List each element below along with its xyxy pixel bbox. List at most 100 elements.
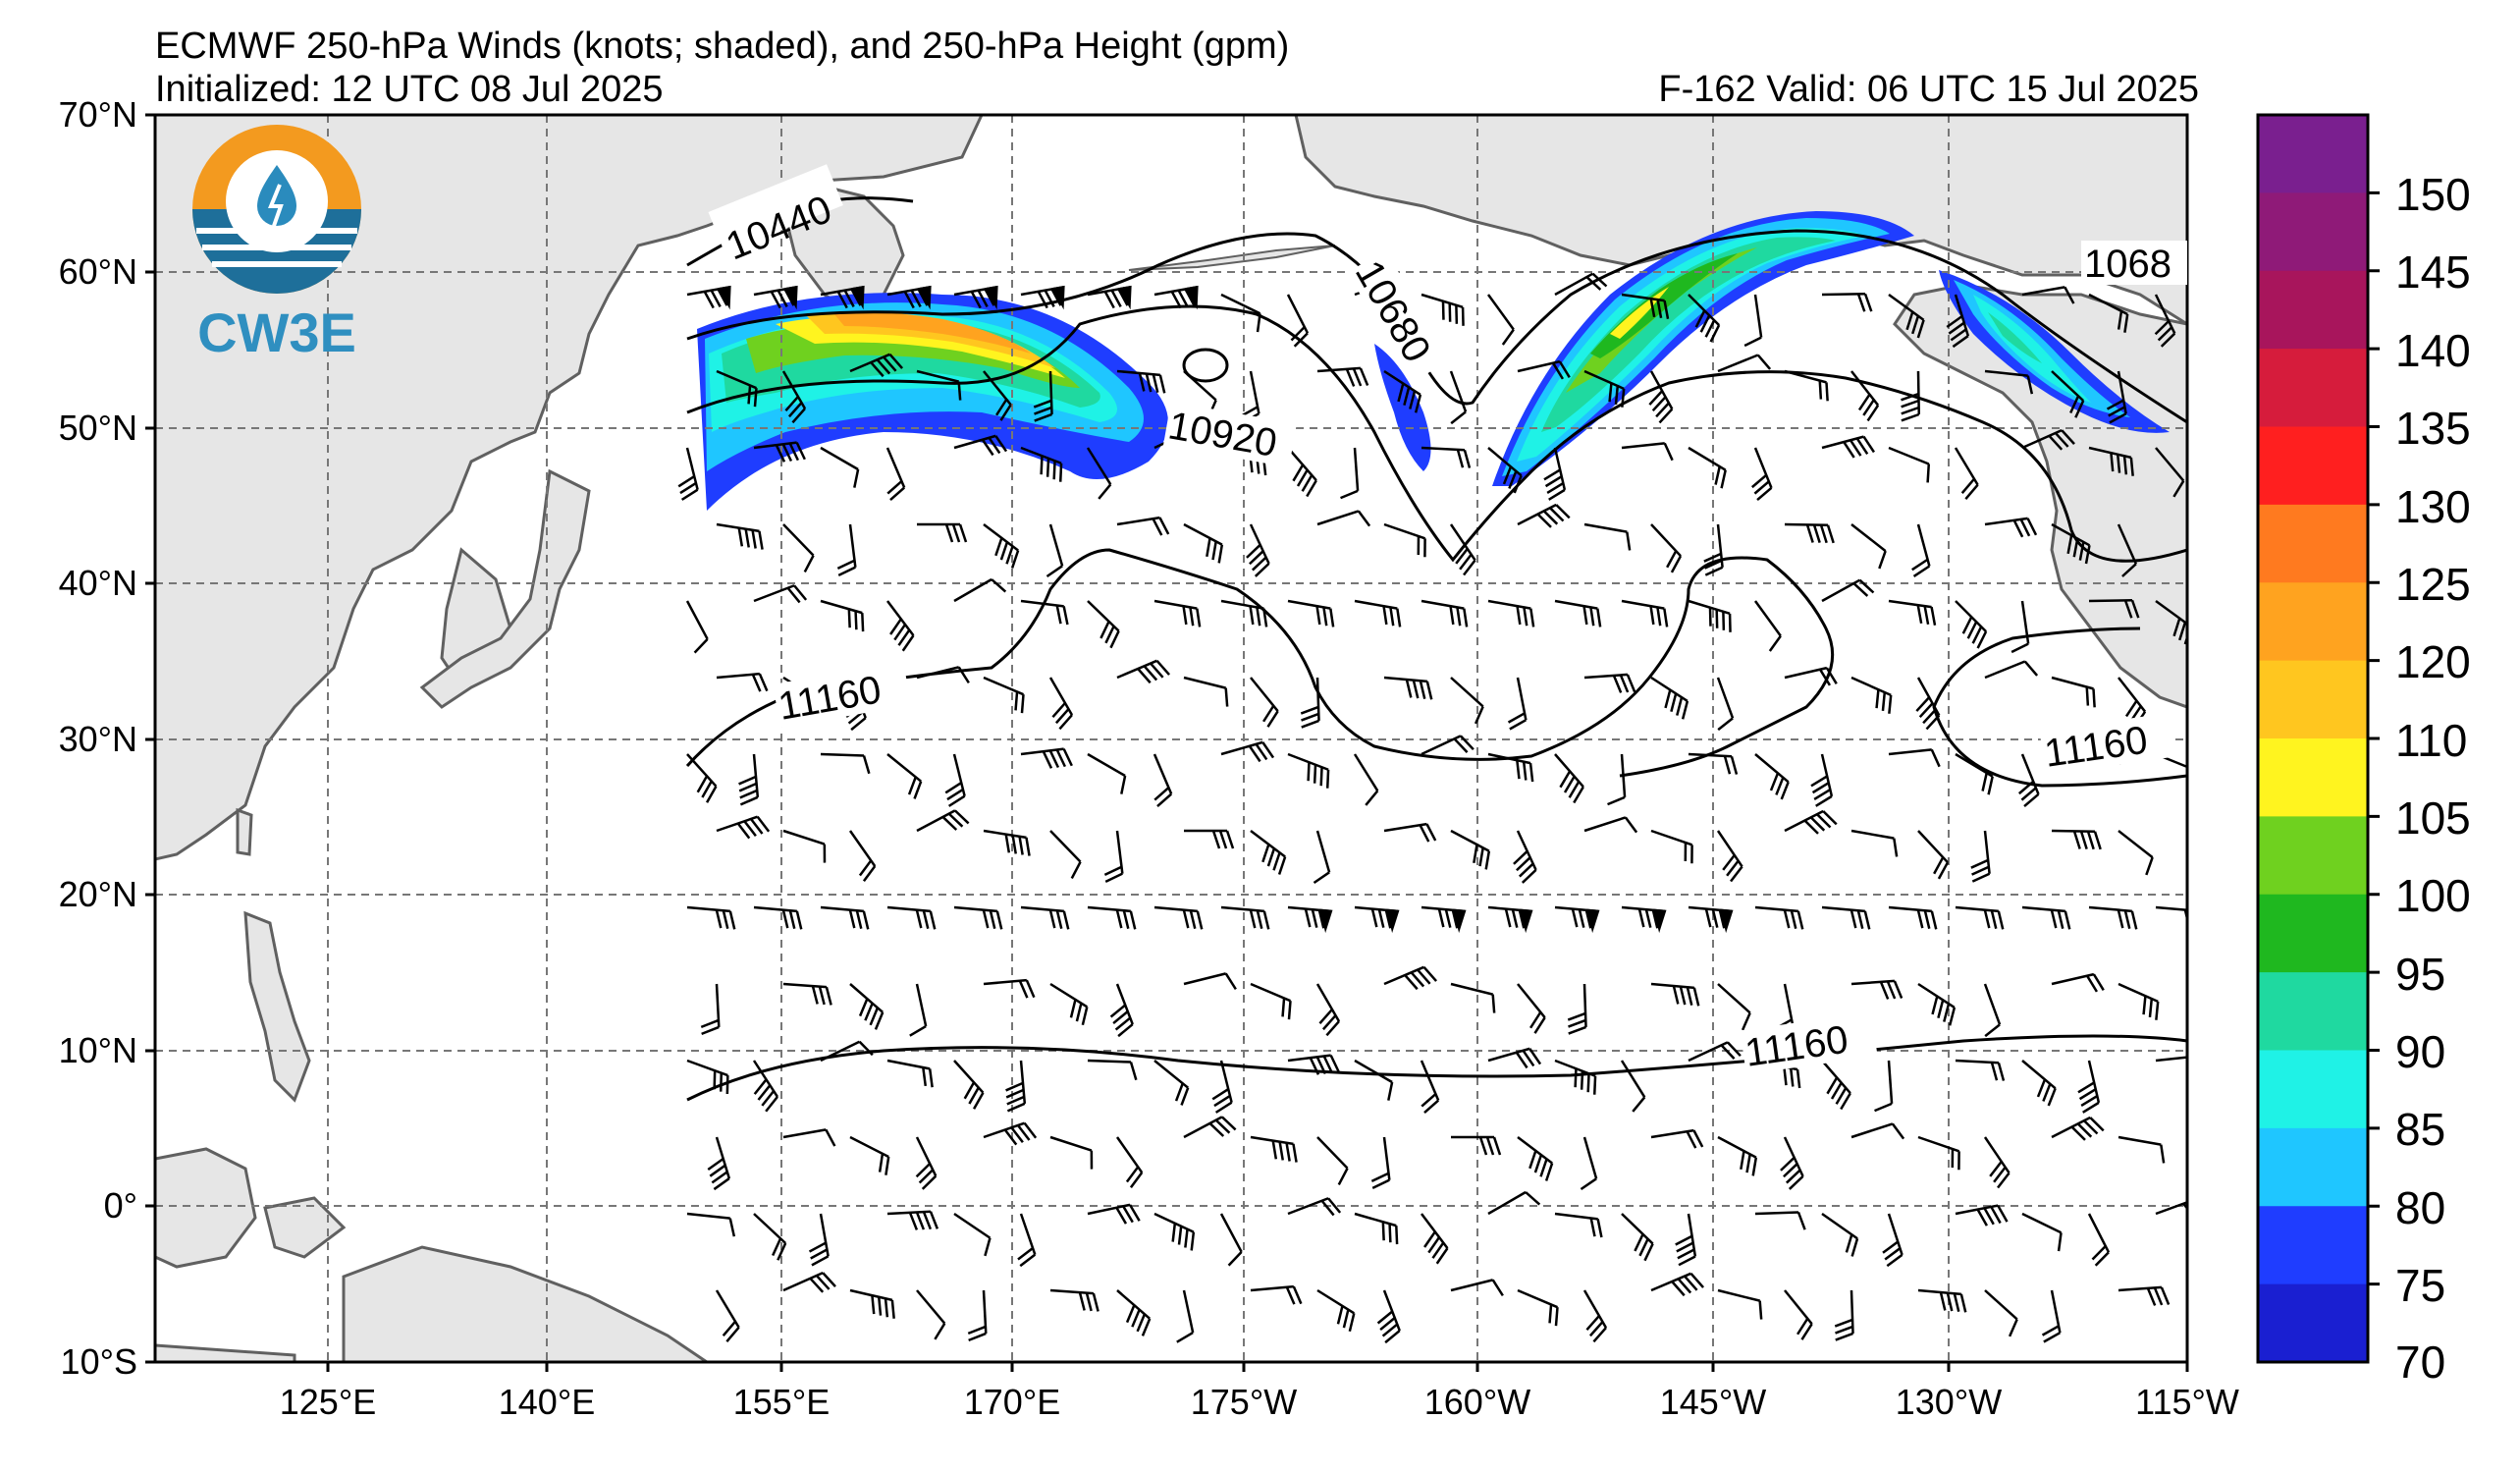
contour-11160-a — [685, 548, 1835, 778]
lat-label: 70°N — [59, 94, 137, 135]
wind-barb — [1583, 522, 1632, 551]
wind-barb — [953, 434, 1008, 457]
wind-barb — [1554, 1212, 1603, 1238]
wind-barb — [1850, 676, 1893, 714]
wind-barb — [1287, 447, 1317, 498]
wind-barb — [1116, 516, 1170, 536]
wind-barb — [1675, 1213, 1697, 1267]
wind-barb — [2118, 982, 2160, 1020]
wind-barb — [1353, 753, 1379, 806]
colorbar-tick-label: 100 — [2395, 870, 2471, 921]
wind-barb — [1517, 503, 1571, 528]
colorbar-segment — [2258, 816, 2368, 896]
wind-barb — [1688, 599, 1732, 632]
lat-label: 20°N — [59, 874, 137, 914]
wind-barb — [2155, 447, 2185, 498]
wind-barb — [1874, 1060, 1894, 1113]
colorbar-tick-label: 110 — [2395, 715, 2467, 766]
wind-barb — [1087, 1059, 1138, 1081]
wind-barb — [1580, 1136, 1598, 1191]
wind-barb — [820, 752, 871, 775]
wind-barb — [1517, 359, 1571, 380]
wind-barb — [1901, 370, 1921, 422]
contour-10680 — [686, 229, 2187, 424]
wind-barb — [2118, 830, 2154, 876]
wind-barb — [953, 905, 1003, 930]
wind-barb — [1821, 435, 1875, 459]
colorbar-segment — [2258, 1206, 2368, 1285]
australia-land — [155, 1343, 296, 1362]
wind-barb — [1983, 983, 2002, 1038]
wind-barb — [944, 753, 966, 807]
lon-label: 130°W — [1896, 1382, 2002, 1422]
wind-barb — [782, 1271, 836, 1293]
wind-barb — [1450, 1279, 1504, 1297]
wind-barb — [1153, 753, 1173, 807]
philippines-land — [243, 910, 311, 1103]
wind-barb — [1810, 753, 1834, 807]
jet-shading-mid — [1374, 344, 1431, 471]
wind-barb — [1688, 752, 1739, 775]
wind-barb — [1487, 752, 1534, 783]
colorbar-segment — [2258, 1050, 2368, 1129]
wind-barb — [686, 285, 731, 310]
wind-barb — [886, 753, 923, 799]
lon-label: 140°E — [499, 1382, 595, 1422]
wind-barb — [1621, 599, 1669, 627]
wind-barb — [2051, 370, 2085, 418]
colorbar-segment — [2258, 270, 2368, 350]
wind-barb — [1109, 983, 1134, 1038]
wind-barb — [753, 905, 803, 930]
lon-label: 145°W — [1660, 1382, 1766, 1422]
colorbar-tick-label: 150 — [2395, 169, 2471, 220]
wind-barb — [1487, 599, 1535, 627]
wind-barb — [1451, 1135, 1502, 1156]
wind-barb — [1020, 285, 1065, 310]
wind-barb — [1888, 293, 1925, 339]
wind-barb — [849, 353, 903, 378]
wind-barb — [886, 600, 915, 652]
lon-label: 170°E — [964, 1382, 1060, 1422]
colorbar-tick-label: 70 — [2395, 1337, 2445, 1388]
wind-barb — [1984, 1289, 2018, 1337]
colorbar-tick-label: 140 — [2395, 325, 2471, 376]
wind-barb — [1650, 1128, 1704, 1149]
cw3e-logo: CW3E — [192, 125, 361, 363]
wind-barb — [1115, 1136, 1144, 1189]
wind-barb — [1049, 830, 1082, 880]
wind-barb — [1487, 447, 1523, 494]
map-title: ECMWF 250-hPa Winds (knots; shaded), and… — [155, 26, 1290, 67]
wind-barb — [1315, 983, 1341, 1037]
wind-barb — [1220, 740, 1275, 763]
lon-label: 160°W — [1424, 1382, 1530, 1422]
wind-barb — [1086, 447, 1112, 500]
wind-barb — [1450, 677, 1484, 725]
wind-barb — [1620, 1060, 1646, 1113]
wind-barb — [1450, 829, 1491, 870]
wind-barb — [781, 370, 807, 424]
wind-barb — [1087, 905, 1137, 930]
wind-barb — [1688, 446, 1727, 489]
wind-barb — [1087, 600, 1120, 649]
wind-barb — [1354, 1212, 1399, 1245]
wind-barb — [686, 905, 736, 930]
wind-barb — [1850, 370, 1880, 422]
wind-barb — [1421, 1213, 1449, 1265]
wind-barb — [738, 753, 760, 806]
valid-time: F-162 Valid: 06 UTC 15 Jul 2025 — [1658, 69, 2199, 110]
wind-barb — [1286, 294, 1310, 348]
wind-barb — [886, 1210, 939, 1230]
wind-barb — [1717, 1135, 1758, 1176]
wind-barb — [1316, 1288, 1356, 1333]
wind-barb — [1087, 285, 1132, 310]
wind-barb — [983, 1121, 1038, 1146]
wind-barb — [1784, 369, 1829, 402]
wind-barb — [1287, 905, 1333, 934]
colorbar-tick-label: 135 — [2395, 403, 2471, 454]
wind-barb — [1717, 1288, 1763, 1320]
wind-barb — [1716, 677, 1735, 732]
wind-barb — [1513, 830, 1537, 884]
wind-barb — [1020, 446, 1063, 482]
wind-barb — [2118, 1285, 2171, 1306]
logo-waves — [196, 228, 357, 267]
